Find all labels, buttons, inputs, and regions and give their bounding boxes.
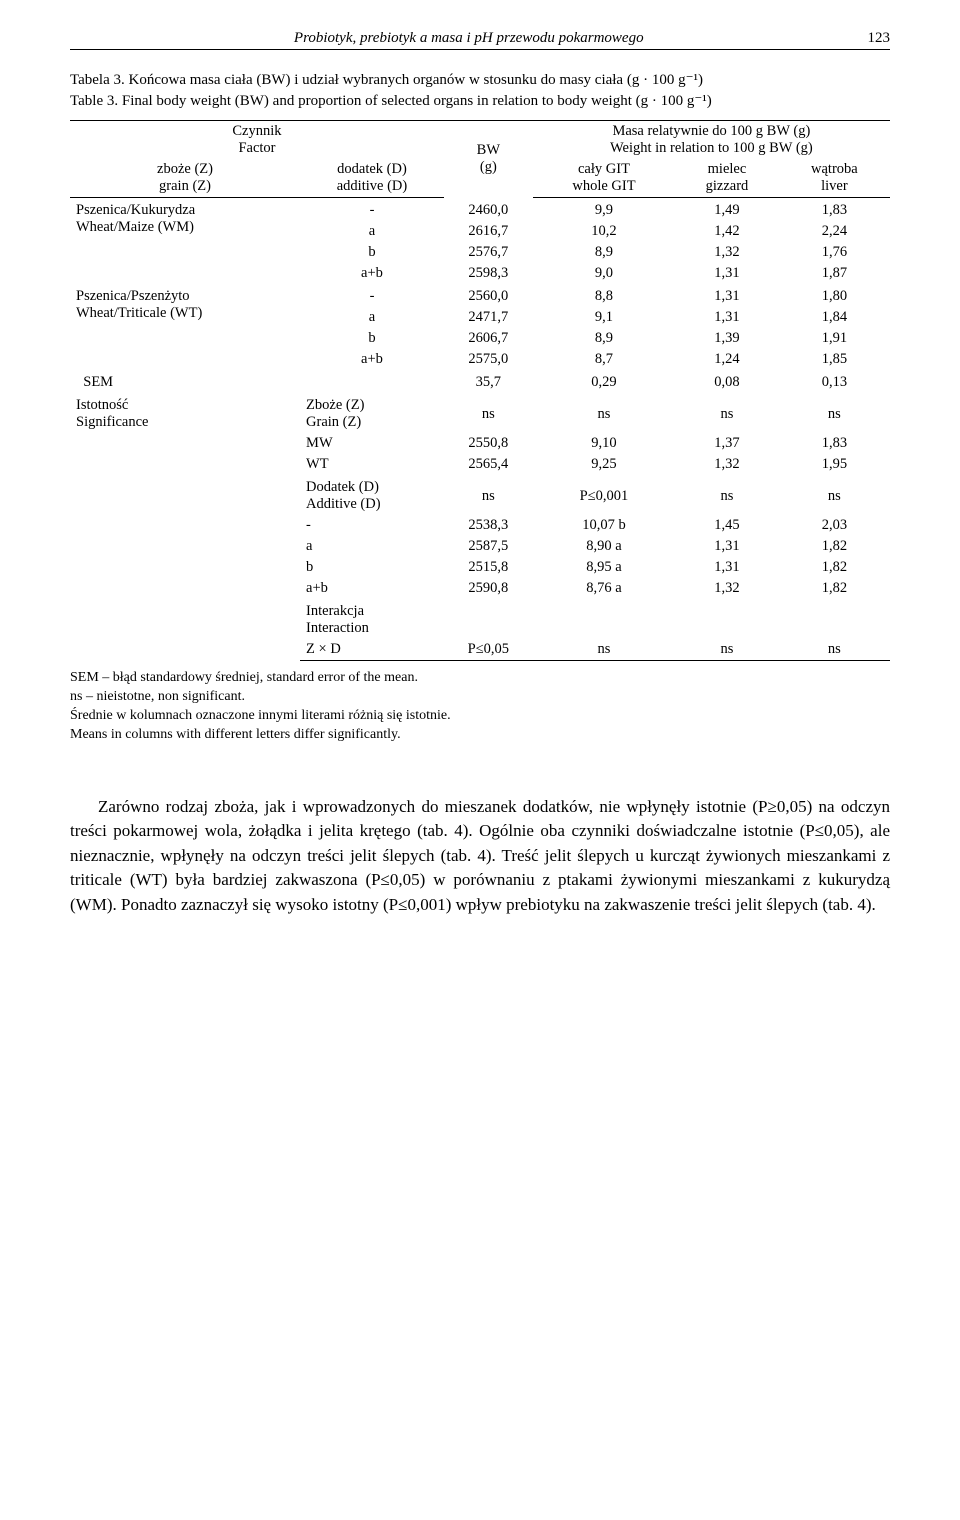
table-caption: Tabela 3. Końcowa masa ciała (BW) i udzi…: [70, 70, 890, 112]
significance-label: Istotność Significance: [70, 393, 300, 661]
footnote-line: Średnie w kolumnach oznaczone innymi lit…: [70, 707, 890, 726]
table-row: Pszenica/Kukurydza Wheat/Maize (WM) - 24…: [70, 198, 890, 222]
liver-header: wątroba liver: [779, 159, 890, 198]
caption-en: Table 3. Final body weight (BW) and prop…: [70, 93, 712, 109]
footnote-line: ns – nieistotne, non significant.: [70, 688, 890, 707]
grain-label: Pszenica/Pszenżyto Wheat/Triticale (WT): [70, 284, 300, 370]
body-paragraph: Zarówno rodzaj zboża, jak i wprowadzonyc…: [70, 795, 890, 918]
gizzard-header: mielec gizzard: [675, 159, 779, 198]
git-header: cały GIT whole GIT: [533, 159, 675, 198]
footnote-line: SEM – błąd standardowy średniej, standar…: [70, 669, 890, 688]
footnote-line: Means in columns with different letters …: [70, 726, 890, 745]
table-footnotes: SEM – błąd standardowy średniej, standar…: [70, 669, 890, 745]
table-row: Istotność Significance Zboże (Z) Grain (…: [70, 393, 890, 433]
data-table: Czynnik Factor BW (g) Masa relatywnie do…: [70, 120, 890, 661]
grain-header: zboże (Z) grain (Z): [70, 159, 300, 198]
bw-header: BW (g): [444, 121, 533, 198]
running-header: Probiotyk, prebiotyk a masa i pH przewod…: [70, 30, 890, 50]
factor-header: Czynnik Factor: [70, 121, 444, 160]
page-number: 123: [868, 30, 891, 47]
mass-header: Masa relatywnie do 100 g BW (g) Weight i…: [533, 121, 890, 160]
sem-row: SEM 35,7 0,29 0,08 0,13: [70, 370, 890, 393]
table-row: Pszenica/Pszenżyto Wheat/Triticale (WT) …: [70, 284, 890, 307]
grain-label: Pszenica/Kukurydza Wheat/Maize (WM): [70, 198, 300, 285]
caption-pl: Tabela 3. Końcowa masa ciała (BW) i udzi…: [70, 72, 703, 88]
running-title: Probiotyk, prebiotyk a masa i pH przewod…: [294, 30, 644, 46]
additive-header: dodatek (D) additive (D): [300, 159, 444, 198]
